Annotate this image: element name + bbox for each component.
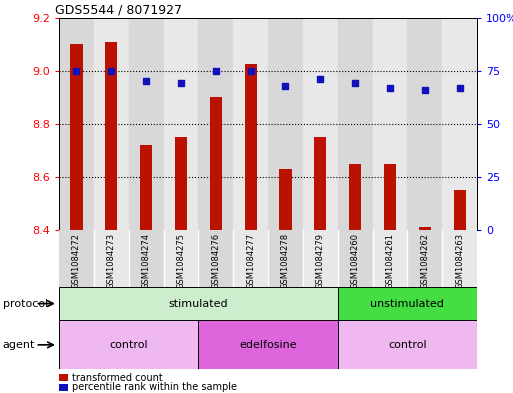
Bar (164, 18, 199, 230)
Text: edelfosine: edelfosine (239, 340, 297, 350)
Bar (245, 64, 256, 230)
Bar (233, 230, 268, 287)
Point (421, 87, 429, 93)
Bar (442, 18, 477, 230)
Text: transformed count: transformed count (72, 373, 163, 383)
Text: GSM1084260: GSM1084260 (351, 233, 360, 289)
Bar (199, 230, 233, 287)
Point (247, 68, 255, 74)
Text: GDS5544 / 8071927: GDS5544 / 8071927 (55, 4, 182, 17)
Point (281, 83, 289, 89)
Text: GSM1084272: GSM1084272 (72, 233, 81, 289)
Point (351, 80, 359, 86)
Bar (140, 145, 152, 230)
Text: unstimulated: unstimulated (370, 299, 444, 309)
Bar (407, 18, 442, 230)
Point (456, 84, 464, 91)
Bar (59, 18, 94, 230)
Text: control: control (109, 340, 148, 350)
Bar (407, 230, 442, 287)
Text: agent: agent (3, 340, 35, 350)
Bar (94, 230, 129, 287)
Text: GSM1084276: GSM1084276 (211, 233, 220, 289)
Bar (59, 287, 338, 320)
Text: protocol: protocol (3, 299, 48, 309)
Bar (199, 320, 338, 369)
Bar (164, 230, 199, 287)
Text: GSM1084275: GSM1084275 (176, 233, 185, 289)
Bar (303, 230, 338, 287)
Text: GSM1084274: GSM1084274 (142, 233, 151, 289)
Bar (384, 163, 396, 230)
Bar (303, 18, 338, 230)
Bar (105, 42, 117, 230)
Bar (233, 18, 268, 230)
Bar (210, 97, 222, 230)
Bar (442, 230, 477, 287)
Point (142, 78, 150, 84)
Bar (338, 287, 477, 320)
Bar (349, 163, 361, 230)
Bar (70, 44, 83, 230)
Bar (59, 230, 94, 287)
Bar (268, 230, 303, 287)
Bar (59, 320, 199, 369)
Bar (453, 190, 466, 230)
Point (107, 68, 115, 74)
Bar (338, 18, 372, 230)
Text: GSM1084277: GSM1084277 (246, 233, 255, 289)
Bar (338, 320, 477, 369)
Bar (314, 137, 326, 230)
Bar (338, 230, 372, 287)
Text: GSM1084273: GSM1084273 (107, 233, 116, 289)
Point (177, 80, 185, 86)
Bar (280, 169, 291, 230)
Point (212, 68, 220, 74)
Bar (129, 230, 164, 287)
Bar (175, 137, 187, 230)
Point (316, 76, 324, 83)
Bar (268, 18, 303, 230)
Text: percentile rank within the sample: percentile rank within the sample (72, 382, 237, 393)
Bar (372, 230, 407, 287)
Bar (372, 18, 407, 230)
Text: stimulated: stimulated (169, 299, 228, 309)
Text: GSM1084262: GSM1084262 (420, 233, 429, 289)
Text: control: control (388, 340, 427, 350)
Point (72, 68, 81, 74)
Point (386, 84, 394, 91)
Bar (94, 18, 129, 230)
Bar (419, 227, 431, 230)
Text: GSM1084278: GSM1084278 (281, 233, 290, 289)
Bar (129, 18, 164, 230)
Text: GSM1084261: GSM1084261 (385, 233, 394, 289)
Text: GSM1084263: GSM1084263 (455, 233, 464, 289)
Bar (199, 18, 233, 230)
Text: GSM1084279: GSM1084279 (316, 233, 325, 289)
